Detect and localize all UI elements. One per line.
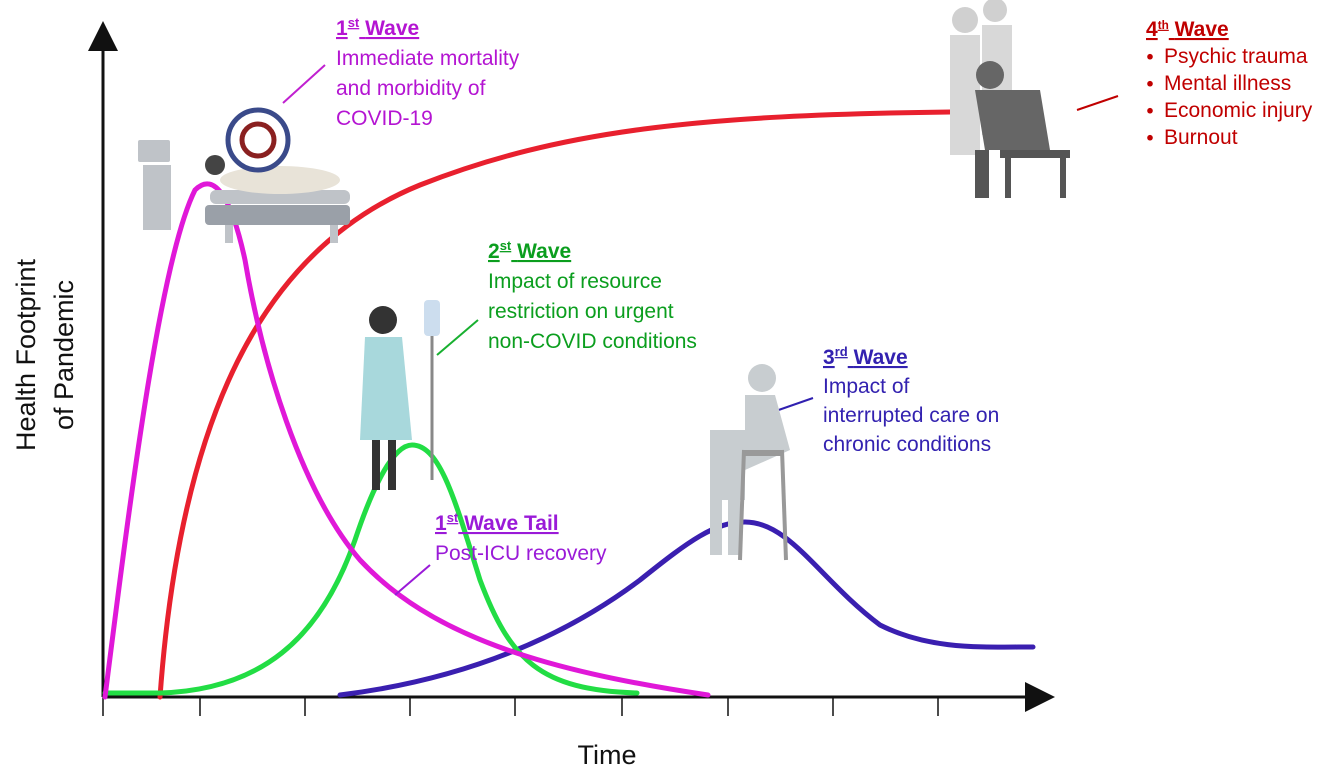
y-axis-label: of Pandemic: [49, 280, 79, 430]
wave-number: 1: [435, 512, 447, 535]
bullet: [1147, 53, 1153, 60]
wave-text: Mental illness: [1164, 72, 1291, 95]
wave-suffix: st: [348, 15, 360, 30]
wave-number: 2: [488, 240, 500, 263]
wave-suffix: st: [447, 510, 459, 525]
wave-text: restriction on urgent: [488, 300, 674, 323]
wave-text: Impact of resource: [488, 270, 662, 293]
wave-heading: 4th Wave: [1146, 18, 1229, 41]
wave-heading: 2st Wave: [488, 238, 571, 263]
wave-title: Wave: [854, 346, 908, 369]
wave-text: chronic conditions: [823, 433, 991, 456]
wave-text: Impact of: [823, 375, 910, 398]
patient-icon: [360, 300, 440, 490]
wave-number: 4: [1146, 18, 1158, 41]
y-axis-label: Health Footprint: [11, 258, 41, 451]
wave-text: Post-ICU recovery: [435, 542, 607, 565]
wave-title: Wave: [365, 17, 419, 40]
wave-heading: 3rd Wave: [823, 344, 908, 369]
first-wave-curve: [102, 181, 711, 700]
wave-text: Burnout: [1164, 126, 1238, 149]
wave-number: 1: [336, 17, 348, 40]
wave-text: COVID-19: [336, 107, 433, 130]
wave-heading: 1st Wave: [336, 15, 419, 40]
wave-text: Immediate mortality: [336, 47, 520, 70]
wave-number: 3: [823, 346, 835, 369]
fourth-wave-curve: [157, 109, 953, 700]
bullet: [1147, 80, 1153, 87]
wave-title: Wave: [517, 240, 571, 263]
second-wave-curve: [102, 442, 640, 696]
elderly-icon: [710, 364, 790, 561]
wave-text: non-COVID conditions: [488, 330, 697, 353]
wave-text: and morbidity of: [336, 77, 486, 100]
burnout-icon: [950, 0, 1070, 198]
wave-suffix: st: [500, 238, 512, 253]
wave-heading: 1st Wave Tail: [435, 510, 559, 535]
wave-suffix: rd: [835, 344, 848, 359]
wave-title: Wave Tail: [464, 512, 559, 535]
icu-icon: [138, 107, 350, 243]
bullet: [1147, 107, 1153, 114]
axes: [88, 21, 1055, 716]
bullet: [1147, 134, 1153, 141]
wave-text: interrupted care on: [823, 404, 999, 427]
wave-text: Psychic trauma: [1164, 45, 1308, 68]
wave-title: Wave: [1175, 18, 1229, 41]
x-axis-label: Time: [578, 740, 637, 770]
wave-suffix: th: [1158, 19, 1169, 32]
wave-text: Economic injury: [1164, 99, 1313, 122]
